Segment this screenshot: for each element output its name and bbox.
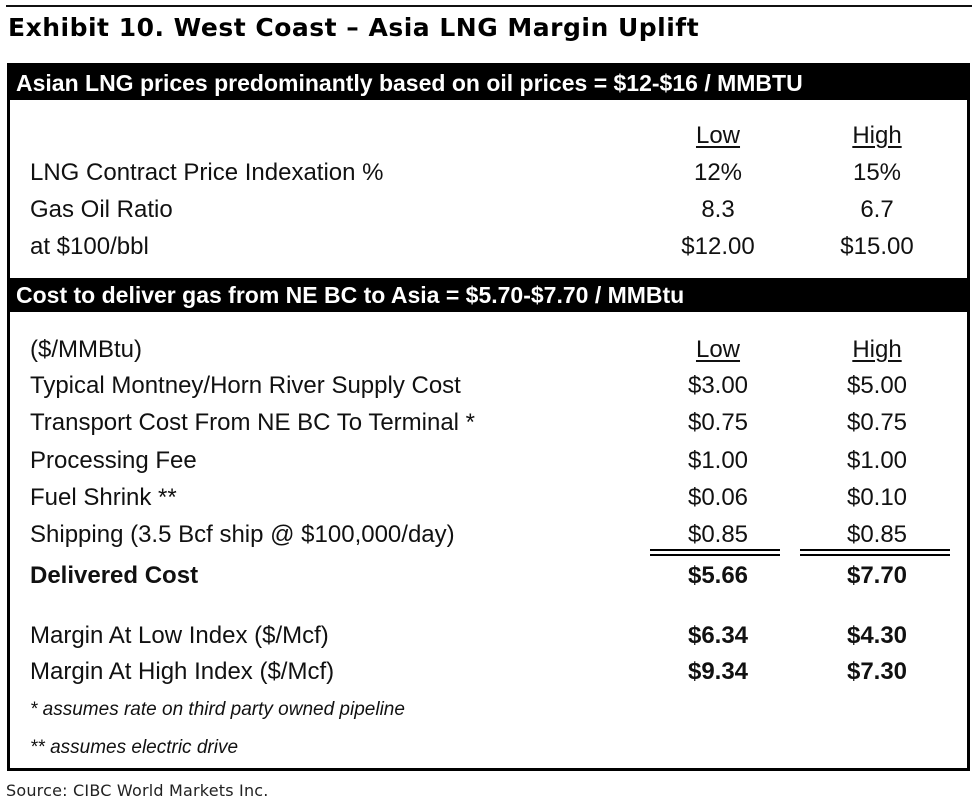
top-rule xyxy=(6,5,972,7)
row-label: Gas Oil Ratio xyxy=(30,196,173,223)
row-label: Shipping (3.5 Bcf ship @ $100,000/day) xyxy=(30,521,455,548)
total-double-rule-low xyxy=(650,549,780,556)
row-label: Delivered Cost xyxy=(30,562,199,589)
col-low-header: Low xyxy=(695,122,741,149)
low-value: $0.06 xyxy=(687,484,749,511)
low-value: $0.85 xyxy=(687,521,749,548)
table-row: at $100/bbl $12.00 $15.00 xyxy=(10,228,967,265)
delivered-cost-row: Delivered Cost $5.66 $7.70 xyxy=(10,557,967,594)
row-label: at $100/bbl xyxy=(30,233,149,260)
table-row: Transport Cost From NE BC To Terminal * … xyxy=(10,404,967,441)
table-row: Fuel Shrink ** $0.06 $0.10 xyxy=(10,479,967,516)
section2-heading: Cost to deliver gas from NE BC to Asia =… xyxy=(10,278,967,312)
high-value: $5.00 xyxy=(846,372,908,399)
high-value: $1.00 xyxy=(846,447,908,474)
row-label: Fuel Shrink ** xyxy=(30,484,177,511)
table-row: Processing Fee $1.00 $1.00 xyxy=(10,442,967,479)
low-value: $9.34 xyxy=(687,658,749,685)
high-value: $4.30 xyxy=(846,622,908,649)
margin-row: Margin At High Index ($/Mcf) $9.34 $7.30 xyxy=(10,653,967,690)
low-value: $3.00 xyxy=(687,372,749,399)
low-value: $6.34 xyxy=(687,622,749,649)
low-value: $5.66 xyxy=(687,562,749,589)
row-label: LNG Contract Price Indexation % xyxy=(30,159,384,186)
low-value: 8.3 xyxy=(701,196,735,223)
table-row: Gas Oil Ratio 8.3 6.7 xyxy=(10,191,967,228)
margin-row: Margin At Low Index ($/Mcf) $6.34 $4.30 xyxy=(10,617,967,654)
low-value: $12.00 xyxy=(681,233,755,260)
row-label: Transport Cost From NE BC To Terminal * xyxy=(30,409,476,436)
low-value: $1.00 xyxy=(687,447,749,474)
total-double-rule-high xyxy=(800,549,950,556)
exhibit-table: Asian LNG prices predominantly based on … xyxy=(7,63,970,771)
high-value: $15.00 xyxy=(840,233,914,260)
col-high-header: High xyxy=(852,122,902,149)
section2-header-row: ($/MMBtu) Low High xyxy=(10,331,967,368)
row-label: Typical Montney/Horn River Supply Cost xyxy=(30,372,461,399)
high-value: $0.75 xyxy=(846,409,908,436)
high-value: 15% xyxy=(852,159,902,186)
high-value: 6.7 xyxy=(860,196,894,223)
high-value: $7.30 xyxy=(846,658,908,685)
section1-heading: Asian LNG prices predominantly based on … xyxy=(10,66,967,100)
exhibit-title: Exhibit 10. West Coast – Asia LNG Margin… xyxy=(8,13,700,42)
row-label: Processing Fee xyxy=(30,447,197,474)
high-value: $0.85 xyxy=(846,521,908,548)
table-row: Typical Montney/Horn River Supply Cost $… xyxy=(10,367,967,404)
row-label: Margin At High Index ($/Mcf) xyxy=(30,658,335,685)
high-value: $0.10 xyxy=(846,484,908,511)
high-value: $7.70 xyxy=(846,562,908,589)
col-high-header: High xyxy=(852,336,902,363)
col-low-header: Low xyxy=(695,336,741,363)
section1-header-row: Low High xyxy=(10,117,967,154)
source-note: Source: CIBC World Markets Inc. xyxy=(6,781,269,800)
table-row: Shipping (3.5 Bcf ship @ $100,000/day) $… xyxy=(10,516,967,553)
footnote: ** assumes electric drive xyxy=(30,737,239,758)
footnote: * assumes rate on third party owned pipe… xyxy=(30,699,405,720)
low-value: $0.75 xyxy=(687,409,749,436)
low-value: 12% xyxy=(693,159,743,186)
row-label: Margin At Low Index ($/Mcf) xyxy=(30,622,329,649)
unit-label: ($/MMBtu) xyxy=(30,336,143,363)
table-row: LNG Contract Price Indexation % 12% 15% xyxy=(10,154,967,191)
